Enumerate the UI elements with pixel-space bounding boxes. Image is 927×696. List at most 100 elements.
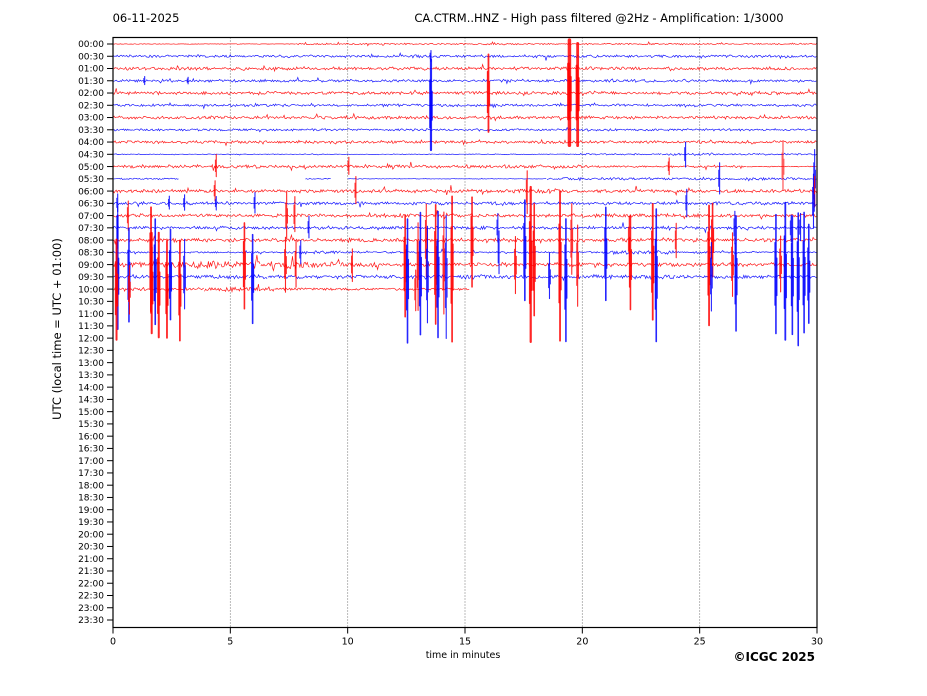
event-spike bbox=[157, 231, 161, 339]
x-tick-label: 15 bbox=[459, 637, 471, 648]
event-spike bbox=[150, 231, 154, 335]
event-spike bbox=[514, 236, 517, 295]
event-spike bbox=[796, 212, 800, 347]
event-spike bbox=[450, 195, 454, 343]
plot-date: 06-11-2025 bbox=[112, 11, 180, 25]
x-tick-label: 20 bbox=[576, 637, 588, 648]
trace-row-05:30 bbox=[113, 176, 817, 182]
y-tick-label: 08:00 bbox=[78, 236, 104, 246]
event-spike bbox=[403, 214, 407, 318]
event-spike bbox=[558, 190, 562, 342]
y-tick-label: 02:30 bbox=[78, 101, 104, 111]
event-spike bbox=[685, 188, 688, 218]
event-spike bbox=[183, 238, 186, 310]
event-spike bbox=[567, 38, 572, 147]
event-spike bbox=[416, 222, 420, 311]
y-tick-label: 07:30 bbox=[78, 224, 104, 234]
event-spike bbox=[253, 192, 256, 214]
event-spike bbox=[167, 195, 170, 210]
y-tick-label: 15:30 bbox=[78, 420, 104, 430]
event-spike bbox=[429, 58, 433, 152]
trace-row-01:30 bbox=[113, 76, 817, 86]
trace-row-07:30 bbox=[113, 222, 817, 234]
event-spike bbox=[299, 240, 302, 265]
event-spike bbox=[790, 215, 794, 336]
event-spike bbox=[789, 214, 792, 243]
event-spike bbox=[781, 141, 785, 191]
event-spike bbox=[733, 210, 736, 245]
x-tick-label: 0 bbox=[110, 637, 116, 648]
event-spike bbox=[126, 200, 129, 231]
y-tick-label: 05:00 bbox=[78, 163, 104, 173]
event-spike bbox=[214, 154, 217, 178]
y-tick-label: 02:00 bbox=[78, 89, 104, 99]
event-spike bbox=[812, 173, 815, 229]
y-tick-label: 01:00 bbox=[78, 65, 104, 75]
event-spike bbox=[802, 211, 806, 334]
y-tick-label: 13:00 bbox=[78, 359, 104, 369]
event-spike bbox=[354, 175, 357, 205]
y-tick-label: 22:00 bbox=[78, 579, 104, 589]
x-tick-label: 5 bbox=[227, 637, 233, 648]
event-spike bbox=[496, 213, 499, 243]
y-tick-label: 11:30 bbox=[78, 322, 104, 332]
x-tick-label: 30 bbox=[811, 637, 823, 648]
y-tick-label: 23:30 bbox=[78, 616, 104, 626]
y-tick-label: 12:30 bbox=[78, 347, 104, 357]
y-tick-label: 06:00 bbox=[78, 187, 104, 197]
y-tick-label: 00:00 bbox=[78, 40, 104, 50]
x-axis-label: time in minutes bbox=[425, 650, 501, 661]
y-tick-label: 16:00 bbox=[78, 432, 104, 442]
y-tick-label: 08:30 bbox=[78, 249, 104, 259]
event-spike bbox=[470, 196, 474, 288]
event-spike bbox=[774, 213, 778, 335]
trace-row-04:30 bbox=[113, 152, 817, 156]
event-spike bbox=[628, 214, 632, 311]
y-tick-label: 17:30 bbox=[78, 469, 104, 479]
event-spike bbox=[168, 228, 173, 321]
y-tick-label: 09:00 bbox=[78, 261, 104, 271]
trace-row-03:30 bbox=[113, 126, 817, 133]
y-tick-label: 00:30 bbox=[78, 52, 104, 62]
event-spike bbox=[114, 238, 119, 341]
y-tick-label: 15:00 bbox=[78, 408, 104, 418]
trace-row-08:00 bbox=[113, 233, 817, 245]
event-spike bbox=[405, 218, 410, 344]
event-spike bbox=[667, 157, 670, 176]
trace-row-02:30 bbox=[113, 102, 817, 110]
event-spike bbox=[710, 242, 713, 312]
y-tick-label: 22:30 bbox=[78, 592, 104, 602]
y-tick-label: 20:00 bbox=[78, 530, 104, 540]
event-spike bbox=[251, 233, 255, 325]
trace-row-02:00 bbox=[113, 88, 817, 97]
y-tick-label: 20:30 bbox=[78, 543, 104, 553]
event-spike bbox=[128, 264, 131, 315]
y-tick-label: 18:30 bbox=[78, 494, 104, 504]
trace-row-07:00 bbox=[113, 209, 817, 220]
event-spike bbox=[213, 180, 216, 202]
event-spike bbox=[242, 222, 246, 310]
event-spike bbox=[525, 170, 528, 215]
trace-row-06:30 bbox=[113, 199, 817, 208]
event-spike bbox=[284, 236, 287, 293]
event-spike bbox=[718, 162, 721, 195]
y-tick-label: 09:30 bbox=[78, 273, 104, 283]
y-tick-label: 03:30 bbox=[78, 126, 104, 136]
y-tick-label: 23:00 bbox=[78, 604, 104, 614]
event-spike bbox=[532, 202, 536, 317]
event-spike bbox=[575, 42, 580, 148]
trace-row-00:00 bbox=[113, 41, 817, 47]
event-spike bbox=[734, 215, 738, 332]
event-spike bbox=[779, 235, 782, 293]
event-spike bbox=[444, 214, 448, 340]
event-spike bbox=[570, 203, 574, 275]
y-tick-label: 12:00 bbox=[78, 334, 104, 344]
event-spike bbox=[674, 222, 677, 259]
y-tick-label: 18:00 bbox=[78, 481, 104, 491]
event-spike bbox=[347, 156, 350, 175]
copyright-credit: ©ICGC 2025 bbox=[733, 650, 815, 664]
y-tick-label: 10:00 bbox=[78, 285, 104, 295]
event-spike bbox=[548, 252, 551, 300]
